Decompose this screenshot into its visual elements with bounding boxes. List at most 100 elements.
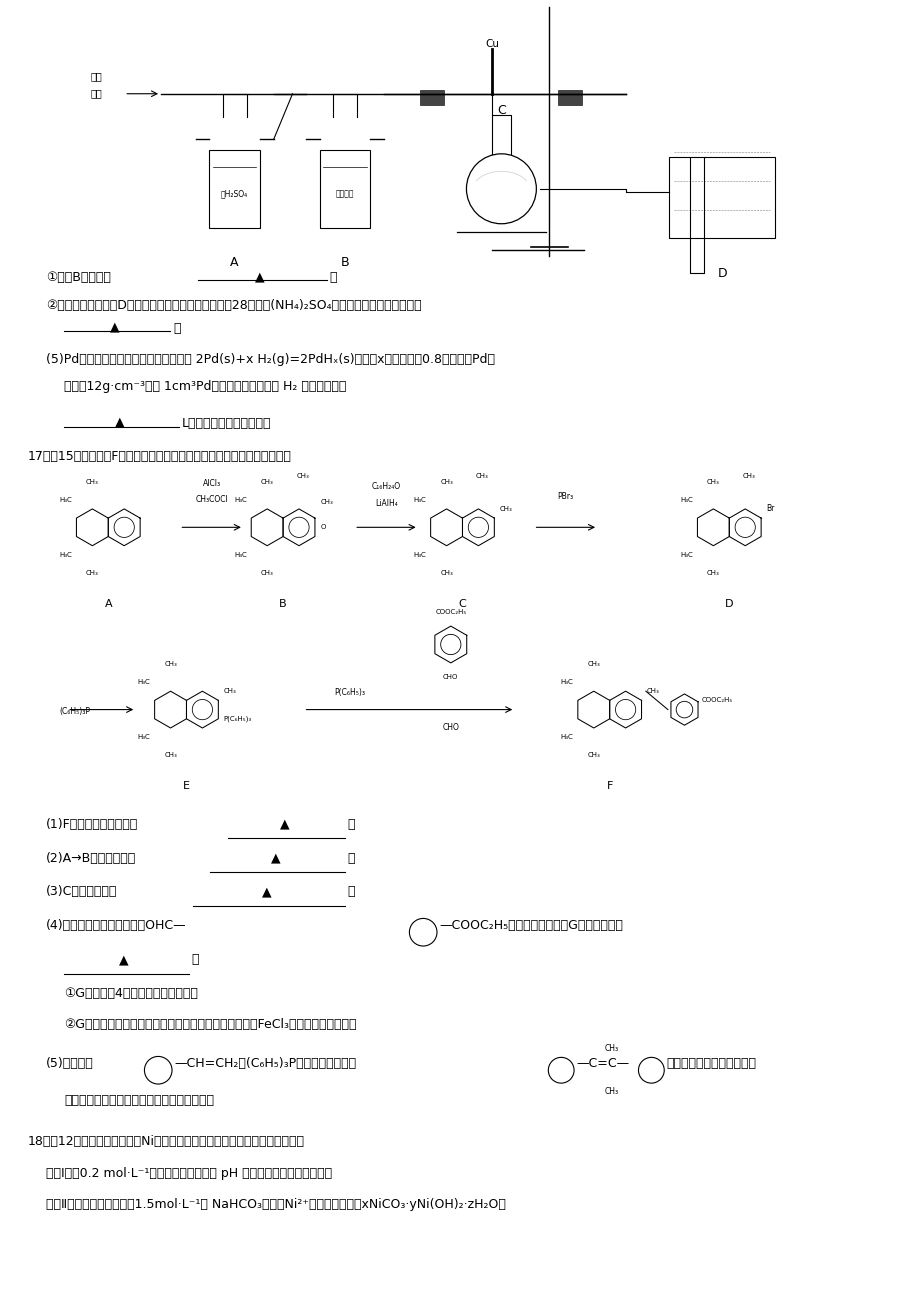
- Text: (C₆H₅)₃P: (C₆H₅)₃P: [60, 707, 91, 716]
- Bar: [320, 150, 369, 228]
- Text: H₃C: H₃C: [234, 552, 246, 559]
- Text: H₃C: H₃C: [138, 734, 150, 741]
- Text: 分解: 分解: [91, 72, 102, 82]
- Text: (4)写出同时满足下列条件的OHC—: (4)写出同时满足下列条件的OHC—: [46, 919, 187, 932]
- Text: ▲: ▲: [280, 818, 289, 831]
- Text: A: A: [105, 599, 112, 609]
- Text: CH₃: CH₃: [164, 753, 176, 758]
- Text: CH₃: CH₃: [223, 689, 236, 694]
- Text: ▲: ▲: [262, 885, 271, 898]
- Bar: [420, 90, 444, 105]
- Text: C: C: [458, 599, 466, 609]
- Text: 的合成路线流程图（无机试: 的合成路线流程图（无机试: [665, 1057, 755, 1070]
- Text: CH₃: CH₃: [742, 474, 754, 479]
- Text: CH₃: CH₃: [586, 661, 599, 667]
- Text: Br: Br: [766, 504, 774, 513]
- Text: H₃C: H₃C: [561, 678, 573, 685]
- Text: CH₃: CH₃: [604, 1087, 618, 1096]
- Text: H₃C: H₃C: [680, 552, 692, 559]
- Text: COOC₂H₅: COOC₂H₅: [701, 698, 732, 703]
- Text: H₃C: H₃C: [138, 678, 150, 685]
- Text: ▲: ▲: [110, 320, 119, 333]
- Text: (5)请写出以: (5)请写出以: [46, 1057, 94, 1070]
- Text: CH₃: CH₃: [320, 499, 333, 505]
- Text: 产物: 产物: [91, 89, 102, 99]
- Text: (1)F中所含官能团名称为: (1)F中所含官能团名称为: [46, 818, 138, 831]
- Text: H₃C: H₃C: [234, 496, 246, 503]
- Text: ▲: ▲: [115, 415, 124, 428]
- Bar: [669, 158, 774, 238]
- Text: CH₃: CH₃: [499, 506, 512, 512]
- Text: F: F: [606, 781, 612, 792]
- Text: ▲: ▲: [255, 271, 264, 284]
- Text: 密度为12g·cm⁻³，则 1cm³Pd能够储存标准状况下 H₂ 的最大体积为: 密度为12g·cm⁻³，则 1cm³Pd能够储存标准状况下 H₂ 的最大体积为: [64, 380, 346, 393]
- Text: (3)C的结构简式为: (3)C的结构简式为: [46, 885, 118, 898]
- Text: CH₃: CH₃: [475, 474, 488, 479]
- Text: CH₃: CH₃: [586, 753, 599, 758]
- Text: CH₃: CH₃: [706, 479, 719, 484]
- Text: CH₃: CH₃: [646, 689, 659, 694]
- Text: 18．（12分）纳米材料镍粉（Ni）是一种高性能电极材料。其制备过程如下：: 18．（12分）纳米材料镍粉（Ni）是一种高性能电极材料。其制备过程如下：: [28, 1135, 304, 1148]
- Text: CHO: CHO: [443, 674, 458, 680]
- Text: H₃C: H₃C: [414, 496, 425, 503]
- Text: 17．（15分）化合物F是一种最新合成的溶瘤药物，可通过以下方法合成：: 17．（15分）化合物F是一种最新合成的溶瘤药物，可通过以下方法合成：: [28, 450, 291, 464]
- Text: ▲: ▲: [119, 953, 129, 966]
- Text: (2)A→B的反应类型是: (2)A→B的反应类型是: [46, 852, 136, 865]
- Text: 浓H₂SO₄: 浓H₂SO₄: [221, 189, 248, 198]
- Text: 剂任选，合成路线流程图示例见本题题干）。: 剂任选，合成路线流程图示例见本题题干）。: [64, 1094, 214, 1107]
- Text: CH₃: CH₃: [85, 479, 98, 484]
- Text: —C=C—: —C=C—: [575, 1057, 629, 1070]
- Text: 。: 。: [347, 818, 355, 831]
- Text: H₃C: H₃C: [680, 496, 692, 503]
- Text: ②进一步测定可知，D中收集到的气体相对分子质量为28。写出(NH₄)₂SO₄固体高温分解的化学方程式: ②进一步测定可知，D中收集到的气体相对分子质量为28。写出(NH₄)₂SO₄固体…: [46, 299, 421, 312]
- Text: O: O: [320, 525, 325, 530]
- Text: LiAlH₄: LiAlH₄: [375, 499, 397, 508]
- Text: —COOC₂H₅的一种同分异构体G的结构简式：: —COOC₂H₅的一种同分异构体G的结构简式：: [439, 919, 623, 932]
- Text: B: B: [340, 256, 349, 270]
- Text: PBr₃: PBr₃: [557, 492, 573, 501]
- Text: A: A: [230, 256, 239, 270]
- Text: 步骤Ⅰ：取0.2 mol·L⁻¹的硝酸镍溶液，调节 pH 除铁后，加入活性炭过滤。: 步骤Ⅰ：取0.2 mol·L⁻¹的硝酸镍溶液，调节 pH 除铁后，加入活性炭过滤…: [46, 1167, 332, 1180]
- Text: D: D: [724, 599, 732, 609]
- Text: (5)Pd是优良的储氢金属，其储氢原理为 2Pd(s)+x H₂(g)=2PdHₓ(s)，其中x的最大值为0.8。已知：Pd的: (5)Pd是优良的储氢金属，其储氢原理为 2Pd(s)+x H₂(g)=2PdH…: [46, 353, 494, 366]
- Text: 。: 。: [347, 885, 355, 898]
- Text: CH₃: CH₃: [260, 570, 273, 575]
- Text: C: C: [496, 104, 505, 117]
- Text: CH₃: CH₃: [260, 479, 273, 484]
- Text: ▲: ▲: [271, 852, 280, 865]
- Text: CH₃COCl: CH₃COCl: [195, 495, 228, 504]
- Text: CH₃: CH₃: [706, 570, 719, 575]
- Text: 品红溶液: 品红溶液: [335, 189, 354, 198]
- Text: CH₃: CH₃: [164, 661, 176, 667]
- Text: B: B: [279, 599, 287, 609]
- Text: Cu: Cu: [484, 39, 499, 49]
- Text: H₃C: H₃C: [60, 552, 72, 559]
- Bar: [558, 90, 582, 105]
- Text: 。: 。: [347, 852, 355, 865]
- Text: —CH=CH₂、(C₆H₅)₃P为原料制备化合物: —CH=CH₂、(C₆H₅)₃P为原料制备化合物: [175, 1057, 357, 1070]
- Text: ②G的水解产物均能发生银镜反应，其中一种产物还能与FeCl₃溶液发生显色反应。: ②G的水解产物均能发生银镜反应，其中一种产物还能与FeCl₃溶液发生显色反应。: [64, 1018, 357, 1031]
- Text: 。: 。: [173, 322, 180, 335]
- Text: AlCl₃: AlCl₃: [202, 479, 221, 488]
- Text: CH₃: CH₃: [85, 570, 98, 575]
- Text: E: E: [183, 781, 190, 792]
- Text: 步骤Ⅱ：向所得滤液中滴加1.5mol·L⁻¹的 NaHCO₃溶液使Ni²⁺完全沉淀，生成xNiCO₃·yNi(OH)₂·zH₂O。: 步骤Ⅱ：向所得滤液中滴加1.5mol·L⁻¹的 NaHCO₃溶液使Ni²⁺完全沉…: [46, 1198, 505, 1211]
- Text: D: D: [717, 267, 726, 280]
- Bar: [210, 150, 260, 228]
- Text: CHO: CHO: [442, 723, 459, 732]
- Text: H₃C: H₃C: [414, 552, 425, 559]
- Text: CH₃: CH₃: [439, 570, 452, 575]
- Text: COOC₂H₅: COOC₂H₅: [435, 609, 466, 615]
- Text: H₃C: H₃C: [561, 734, 573, 741]
- Text: H₃C: H₃C: [60, 496, 72, 503]
- Text: ①G分子中有4种不同化学环境的氢；: ①G分子中有4种不同化学环境的氢；: [64, 987, 199, 1000]
- Text: C₁₆H₂₄O: C₁₆H₂₄O: [371, 482, 401, 491]
- Text: CH₃: CH₃: [604, 1044, 618, 1053]
- Text: ①装置B的作用是: ①装置B的作用是: [46, 271, 111, 284]
- Text: CH₃: CH₃: [296, 474, 309, 479]
- Text: CH₃: CH₃: [439, 479, 452, 484]
- Text: P(C₆H₅)₃: P(C₆H₅)₃: [334, 687, 365, 697]
- Text: L（计算结果保留整数）。: L（计算结果保留整数）。: [182, 417, 271, 430]
- Text: 。: 。: [329, 271, 336, 284]
- Text: 。: 。: [191, 953, 199, 966]
